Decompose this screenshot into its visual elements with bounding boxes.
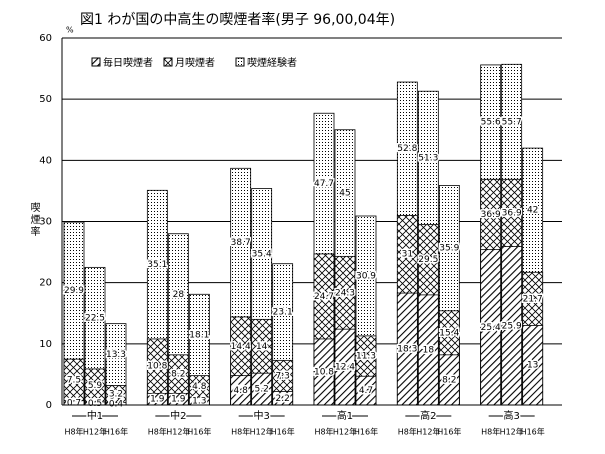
legend-label: 毎日喫煙者 xyxy=(103,56,153,69)
value-label: 14 xyxy=(256,342,268,352)
x-tick-label: H8年 xyxy=(231,427,250,437)
value-label: 14.4 xyxy=(231,342,251,352)
group-label: 中3 xyxy=(253,409,269,422)
value-label: 30.9 xyxy=(356,271,376,281)
value-label: 18.1 xyxy=(189,330,209,340)
y-tick-label: 60 xyxy=(39,33,52,44)
value-label: 45 xyxy=(339,189,350,199)
value-label: 31 xyxy=(402,250,413,260)
value-label: 51.3 xyxy=(418,153,438,163)
value-label: 1.9 xyxy=(150,395,165,405)
value-label: 0.4 xyxy=(109,399,124,409)
value-label: 38.7 xyxy=(231,238,251,248)
value-label: 13.3 xyxy=(106,350,126,360)
value-label: 24.7 xyxy=(314,292,334,302)
y-tick-label: 20 xyxy=(39,278,52,289)
x-tick-label: H12年 xyxy=(250,427,274,437)
value-label: 29.9 xyxy=(64,286,84,296)
chart-title: 図1 わが国の中高生の喫煙者率(男子 96,00,04年) xyxy=(80,11,395,28)
value-label: 18 xyxy=(423,345,435,355)
group-label: 高2 xyxy=(420,409,436,422)
value-label: 55.6 xyxy=(481,118,501,128)
legend-label: 月喫煙者 xyxy=(175,57,215,69)
x-tick-label: H16年 xyxy=(354,427,378,437)
value-label: 0.5 xyxy=(88,399,102,409)
value-label: 25.9 xyxy=(502,321,522,331)
x-tick-label: H8年 xyxy=(64,427,83,437)
value-label: 8.2 xyxy=(442,375,456,385)
legend-swatch xyxy=(91,57,101,67)
value-label: 4.7 xyxy=(359,386,373,396)
x-tick-label: H12年 xyxy=(83,427,107,437)
value-label: 13 xyxy=(527,361,538,371)
value-label: 5.9 xyxy=(88,381,103,391)
x-tick-label: H8年 xyxy=(481,427,500,437)
value-label: 47.7 xyxy=(314,179,334,189)
value-label: 42 xyxy=(527,206,538,216)
y-tick-label: 40 xyxy=(39,155,52,166)
legend-label: 喫煙経験者 xyxy=(247,56,297,69)
x-tick-label: H12年 xyxy=(500,427,524,437)
x-tick-label: H12年 xyxy=(333,427,357,437)
value-label: 35.4 xyxy=(252,249,272,259)
value-label: 8.2 xyxy=(171,370,185,380)
x-tick-label: H12年 xyxy=(166,427,190,437)
x-tick-label: H16年 xyxy=(271,427,295,437)
value-label: 2.2 xyxy=(276,394,290,404)
value-label: 25.4 xyxy=(481,323,501,333)
value-label: 10.8 xyxy=(147,362,167,372)
value-label: 4.8 xyxy=(192,382,207,392)
x-tick-label: H16年 xyxy=(187,427,211,437)
y-tick-label: 30 xyxy=(39,217,52,228)
value-label: 18.3 xyxy=(397,345,417,355)
value-label: 55.7 xyxy=(502,117,522,127)
value-label: 3.2 xyxy=(109,389,123,399)
x-tick-label: H8年 xyxy=(148,427,167,437)
value-label: 10.8 xyxy=(314,367,334,377)
value-label: 29.5 xyxy=(418,255,438,265)
y-tick-label: 0 xyxy=(46,400,52,411)
value-label: 15.4 xyxy=(439,328,459,338)
value-label: 7.3 xyxy=(276,371,290,381)
y-tick-label: 10 xyxy=(39,339,52,350)
value-label: 24.3 xyxy=(335,288,355,298)
value-label: 4.8 xyxy=(234,386,249,396)
value-label: 12.4 xyxy=(335,363,355,373)
group-label: 中2 xyxy=(170,409,186,422)
x-tick-label: H12年 xyxy=(416,427,440,437)
legend-swatch xyxy=(163,57,173,67)
value-label: 35.9 xyxy=(439,244,459,254)
x-tick-label: H8年 xyxy=(314,427,333,437)
x-tick-label: H16年 xyxy=(104,427,128,437)
value-label: 11.3 xyxy=(356,352,376,362)
value-label: 36.9 xyxy=(502,208,522,218)
y-axis-label: 喫煙率 xyxy=(28,202,40,238)
group-label: 高3 xyxy=(503,409,519,422)
y-tick-label: 50 xyxy=(39,94,52,105)
x-tick-label: H8年 xyxy=(398,427,417,437)
x-tick-label: H16年 xyxy=(521,427,545,437)
group-label: 高1 xyxy=(337,409,353,422)
value-label: 28 xyxy=(173,290,185,300)
value-label: 1.9 xyxy=(171,395,186,405)
x-tick-label: H16年 xyxy=(437,427,461,437)
group-label: 中1 xyxy=(87,409,103,422)
value-label: 52.8 xyxy=(397,144,417,154)
legend-swatch xyxy=(235,57,245,67)
value-label: 5.2 xyxy=(255,385,269,395)
value-label: 35.1 xyxy=(147,260,167,270)
value-label: 0.7 xyxy=(67,398,81,408)
value-label: 21.7 xyxy=(523,294,543,304)
value-label: 7.5 xyxy=(67,375,81,385)
value-label: 36.9 xyxy=(481,210,501,220)
y-unit: % xyxy=(66,26,74,35)
value-label: 23.1 xyxy=(273,308,293,318)
value-label: 22.5 xyxy=(85,314,105,324)
